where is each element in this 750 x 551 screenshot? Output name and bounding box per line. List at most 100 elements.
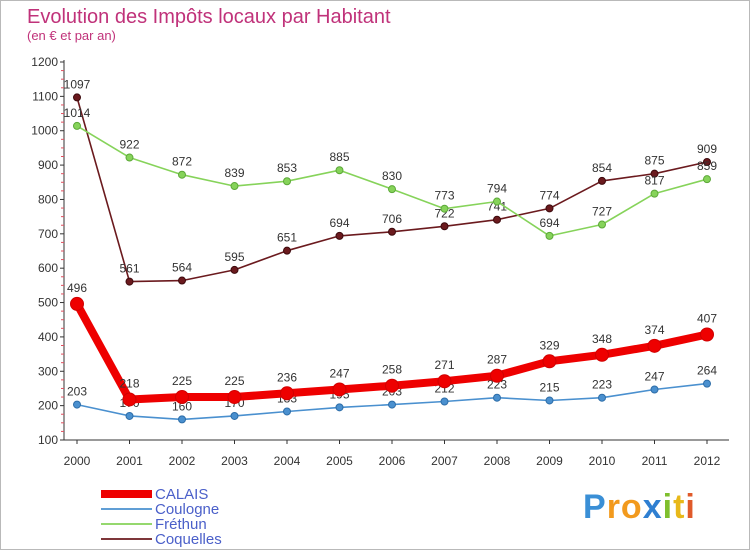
logo-letter: i	[685, 488, 695, 526]
data-point	[650, 385, 659, 394]
y-tick-label: 300	[38, 364, 58, 378]
x-tick-label: 2009	[536, 454, 563, 468]
series-coquelles: 1097 561 564 595 651 694 706 722 741 774 854 875 909	[64, 77, 717, 286]
data-label: 694	[539, 216, 559, 230]
legend-item: Fréthun	[101, 516, 207, 533]
data-point	[125, 153, 134, 162]
series-frthun: 1014 922 872 839 853 885 830 773 794 694 727 817 859	[64, 106, 717, 240]
data-label: 694	[329, 216, 349, 230]
data-label: 773	[434, 189, 454, 203]
data-point	[335, 166, 344, 175]
y-tick-label: 1200	[31, 55, 58, 69]
legend-item: CALAIS	[101, 486, 208, 503]
series-coulogne: 203170160170183195203212223215223247264	[67, 364, 717, 424]
legend-label: Coulogne	[155, 501, 219, 518]
data-point	[440, 222, 449, 231]
data-label: 830	[382, 169, 402, 183]
data-label: 223	[592, 378, 612, 392]
data-label: 215	[539, 380, 559, 394]
data-label: 885	[329, 150, 349, 164]
data-label: 817	[644, 174, 664, 188]
data-label: 909	[697, 142, 717, 156]
data-point	[388, 400, 396, 409]
data-point	[332, 382, 347, 397]
axes: 100 200 300 400 500 600 700 800 900 1000 1100 1200 2…	[31, 55, 729, 468]
data-point	[647, 338, 662, 353]
data-point	[703, 379, 711, 388]
data-label: 225	[172, 374, 192, 388]
x-tick-label: 2002	[169, 454, 196, 468]
data-point	[440, 397, 449, 406]
data-point	[598, 393, 606, 402]
data-point	[122, 392, 137, 407]
logo-letter: P	[583, 488, 607, 526]
logo-letter: x	[643, 488, 663, 526]
data-label: 223	[487, 378, 507, 392]
data-point	[493, 197, 501, 206]
data-label: 774	[539, 188, 559, 202]
y-tick-label: 700	[38, 227, 58, 241]
x-tick-label: 2004	[274, 454, 301, 468]
x-tick-label: 2012	[694, 454, 721, 468]
data-point	[178, 170, 186, 179]
data-label: 722	[434, 206, 454, 220]
data-label: 854	[592, 161, 612, 175]
legend-item: Coulogne	[101, 501, 219, 518]
data-point	[230, 411, 239, 420]
data-label: 561	[119, 262, 139, 276]
x-tick-label: 2000	[64, 454, 91, 468]
data-point	[227, 390, 242, 405]
legend-label: Coquelles	[155, 531, 222, 548]
data-label: 651	[277, 231, 297, 245]
data-point	[598, 220, 606, 229]
logo-letter: o	[621, 488, 643, 526]
data-label: 160	[172, 399, 192, 413]
data-point	[178, 415, 186, 424]
y-tick-label: 200	[38, 399, 58, 413]
data-point	[598, 176, 606, 185]
data-point	[125, 277, 134, 286]
y-tick-label: 900	[38, 158, 58, 172]
x-tick-label: 2007	[431, 454, 458, 468]
data-point	[493, 393, 501, 402]
data-label: 1097	[64, 77, 91, 91]
data-label: 741	[487, 200, 507, 214]
data-label: 329	[539, 338, 559, 352]
series-calais: 496 218 225 225 236 247 258 271 287 329 348 374 407	[67, 281, 717, 407]
data-point	[230, 265, 239, 274]
data-point	[545, 204, 554, 213]
data-point	[650, 169, 659, 178]
chart-subtitle: (en € et par an)	[27, 28, 116, 43]
data-label: 1014	[64, 106, 91, 120]
data-label: 875	[644, 154, 664, 168]
data-point	[73, 121, 81, 130]
legend-item: Coquelles	[101, 531, 222, 548]
data-label: 218	[119, 376, 139, 390]
x-tick-label: 2011	[642, 454, 668, 468]
data-point	[385, 378, 399, 393]
data-label: 727	[592, 205, 612, 219]
y-tick-label: 100	[38, 433, 58, 447]
y-tick-label: 800	[38, 192, 58, 206]
data-point	[440, 204, 449, 213]
data-point	[703, 175, 711, 184]
data-point	[280, 386, 294, 401]
data-point	[178, 276, 186, 285]
data-label: 496	[67, 281, 87, 295]
data-label: 706	[382, 212, 402, 226]
data-point	[125, 411, 134, 420]
y-tick-label: 1000	[31, 124, 58, 138]
proxiti-logo: Proxiti	[583, 488, 696, 526]
data-point	[388, 227, 396, 236]
data-point	[335, 403, 344, 412]
data-label: 859	[697, 159, 717, 173]
data-point	[70, 296, 84, 311]
x-tick-label: 2001	[116, 454, 143, 468]
y-tick-label: 400	[38, 330, 58, 344]
data-label: 853	[277, 161, 297, 175]
x-tick-label: 2008	[484, 454, 511, 468]
data-point	[545, 231, 554, 240]
x-tick-label: 2003	[221, 454, 248, 468]
data-point	[650, 189, 659, 198]
